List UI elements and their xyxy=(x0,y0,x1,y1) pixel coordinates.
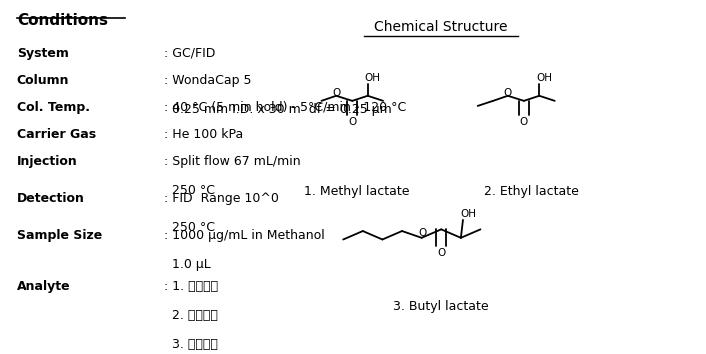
Text: OH: OH xyxy=(460,210,477,219)
Text: 1.0 μL: 1.0 μL xyxy=(164,258,210,271)
Text: Chemical Structure: Chemical Structure xyxy=(373,20,508,34)
Text: O: O xyxy=(520,118,528,127)
Text: : WondaCap 5: : WondaCap 5 xyxy=(164,74,251,87)
Text: : 1000 μg/mL in Methanol: : 1000 μg/mL in Methanol xyxy=(164,229,325,242)
Text: 250 °C: 250 °C xyxy=(164,184,215,197)
Text: Sample Size: Sample Size xyxy=(17,229,102,242)
Text: Detection: Detection xyxy=(17,192,85,205)
Text: 2. Ethyl lactate: 2. Ethyl lactate xyxy=(484,185,579,198)
Text: : Split flow 67 mL/min: : Split flow 67 mL/min xyxy=(164,155,301,168)
Text: System: System xyxy=(17,47,68,60)
Text: 1. Methyl lactate: 1. Methyl lactate xyxy=(304,185,409,198)
Text: 2. 乳酸乙酩: 2. 乳酸乙酩 xyxy=(164,309,217,322)
Text: Injection: Injection xyxy=(17,155,78,168)
Text: 250 °C: 250 °C xyxy=(164,221,215,234)
Text: : 40 °C (5 min hold) - 5°C/min - 120 °C: : 40 °C (5 min hold) - 5°C/min - 120 °C xyxy=(164,101,406,114)
Text: Conditions: Conditions xyxy=(17,13,108,28)
Text: : 1. 乳酸甲酩: : 1. 乳酸甲酩 xyxy=(164,280,218,293)
Text: : He 100 kPa: : He 100 kPa xyxy=(164,128,243,141)
Text: 3. Butyl lactate: 3. Butyl lactate xyxy=(393,300,489,313)
Text: O: O xyxy=(418,228,426,238)
Text: : FID  Range 10^0: : FID Range 10^0 xyxy=(164,192,279,205)
Text: O: O xyxy=(437,248,445,258)
Text: 0.25 mm I.D. x 30 m  df = 0.25 μm: 0.25 mm I.D. x 30 m df = 0.25 μm xyxy=(164,103,392,115)
Text: : GC/FID: : GC/FID xyxy=(164,47,215,60)
Text: Column: Column xyxy=(17,74,69,87)
Text: O: O xyxy=(332,88,340,98)
Text: Col. Temp.: Col. Temp. xyxy=(17,101,90,114)
Text: OH: OH xyxy=(364,73,381,83)
Text: O: O xyxy=(503,88,512,98)
Text: Carrier Gas: Carrier Gas xyxy=(17,128,96,141)
Text: O: O xyxy=(348,118,357,127)
Text: Analyte: Analyte xyxy=(17,280,71,293)
Text: 3. 乳酸丁酩: 3. 乳酸丁酩 xyxy=(164,338,217,350)
Text: OH: OH xyxy=(537,73,552,83)
